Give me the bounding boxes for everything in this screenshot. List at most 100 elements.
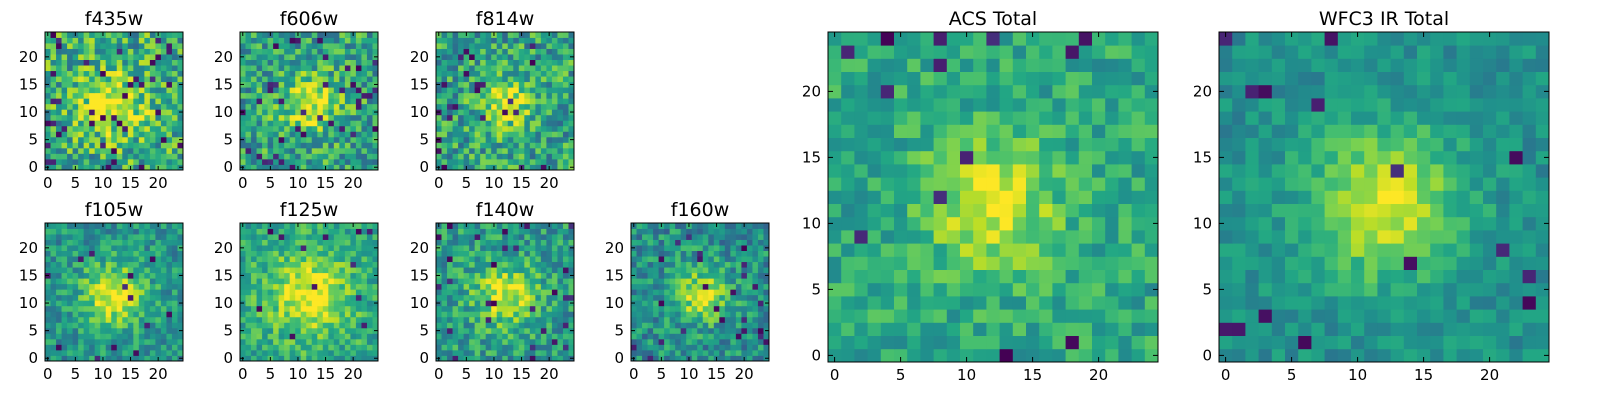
- heatmap-cell: [155, 272, 162, 279]
- heatmap-cell: [535, 272, 542, 279]
- heatmap-cell: [45, 92, 51, 99]
- heatmap-cell: [757, 316, 764, 323]
- heatmap-cell: [946, 348, 961, 363]
- heatmap-cell: [518, 311, 525, 318]
- heatmap-cell: [562, 37, 569, 44]
- heatmap-cell: [262, 256, 268, 263]
- heatmap-cell: [116, 37, 123, 44]
- heatmap-cell: [311, 272, 318, 279]
- heatmap-cell: [540, 322, 547, 329]
- heatmap-cell: [45, 142, 51, 149]
- heatmap-cell: [89, 223, 96, 229]
- heatmap-cell: [664, 300, 671, 307]
- heatmap-cell: [746, 327, 753, 334]
- heatmap-cell: [664, 250, 671, 257]
- heatmap-cell: [289, 48, 296, 55]
- heatmap-cell: [763, 349, 770, 356]
- heatmap-cell: [735, 256, 742, 263]
- heatmap-cell: [664, 261, 671, 268]
- heatmap-cell: [317, 322, 324, 329]
- heatmap-cell: [289, 32, 296, 38]
- heatmap-cell: [245, 65, 252, 72]
- heatmap-cell: [300, 120, 307, 127]
- heatmap-cell: [366, 87, 373, 94]
- heatmap-cell: [317, 142, 324, 149]
- heatmap-cell: [463, 114, 470, 121]
- heatmap-cell: [166, 223, 173, 229]
- heatmap-cell: [256, 344, 263, 351]
- heatmap-cell: [166, 153, 173, 160]
- heatmap-cell: [680, 250, 687, 257]
- heatmap-cell: [284, 261, 291, 268]
- heatmap-cell: [735, 283, 742, 290]
- heatmap-cell: [166, 59, 173, 66]
- heatmap-cell: [502, 261, 509, 268]
- heatmap-cell: [89, 43, 96, 49]
- heatmap-cell: [267, 54, 274, 60]
- heatmap-cell: [83, 289, 90, 296]
- heatmap-cell: [56, 289, 62, 296]
- heatmap-cell: [267, 92, 274, 99]
- heatmap-cell: [1065, 190, 1080, 204]
- heatmap-cell: [642, 294, 648, 301]
- heatmap-cell: [144, 76, 151, 83]
- heatmap-cell: [267, 289, 274, 296]
- heatmap-cell: [469, 322, 476, 329]
- heatmap-cell: [752, 327, 759, 334]
- heatmap-cell: [306, 316, 313, 323]
- heatmap-cell: [568, 283, 575, 290]
- heatmap-cell: [686, 261, 693, 268]
- heatmap-cell: [642, 333, 648, 340]
- heatmap-cell: [111, 223, 118, 229]
- heatmap-cell: [366, 136, 373, 143]
- heatmap-cell: [273, 32, 280, 38]
- heatmap-cell: [344, 267, 351, 274]
- heatmap-cell: [513, 305, 520, 312]
- heatmap-cell: [697, 316, 704, 323]
- heatmap-cell: [746, 250, 753, 257]
- heatmap-cell: [491, 261, 498, 268]
- heatmap-cell: [518, 131, 525, 138]
- heatmap-cell: [535, 344, 542, 351]
- heatmap-cell: [502, 147, 509, 154]
- heatmap-cell: [447, 147, 453, 154]
- heatmap-cell: [540, 294, 547, 301]
- heatmap-cell: [1052, 282, 1066, 297]
- heatmap-cell: [295, 239, 302, 246]
- heatmap-cell: [491, 48, 498, 55]
- heatmap-cell: [72, 114, 79, 121]
- heatmap-cell: [256, 153, 263, 160]
- heatmap-cell: [986, 269, 1000, 284]
- heatmap-cell: [702, 272, 709, 279]
- heatmap-cell: [469, 81, 476, 88]
- heatmap-cell: [441, 147, 448, 154]
- heatmap-cell: [746, 289, 753, 296]
- heatmap-cell: [880, 269, 895, 284]
- heatmap-cell: [311, 327, 318, 334]
- heatmap-cell: [45, 316, 51, 323]
- heatmap-cell: [540, 355, 547, 362]
- heatmap-cell: [311, 261, 318, 268]
- heatmap-cell: [155, 125, 162, 132]
- heatmap-cell: [262, 250, 268, 257]
- heatmap-cell: [669, 256, 676, 263]
- heatmap-cell: [491, 92, 498, 99]
- heatmap-cell: [160, 76, 167, 83]
- heatmap-cell: [355, 322, 362, 329]
- heatmap-cell: [344, 327, 351, 334]
- heatmap-cell: [333, 125, 340, 132]
- heatmap-cell: [300, 98, 307, 105]
- heatmap-cell: [339, 37, 346, 44]
- heatmap-cell: [920, 177, 934, 191]
- heatmap-cell: [78, 256, 85, 263]
- heatmap-cell: [675, 338, 682, 345]
- heatmap-cell: [262, 32, 268, 38]
- heatmap-cell: [89, 294, 96, 301]
- heatmap-cell: [658, 289, 665, 296]
- heatmap-cell: [557, 300, 564, 307]
- heatmap-cell: [452, 65, 459, 72]
- heatmap-cell: [133, 322, 140, 329]
- heatmap-cell: [245, 147, 252, 154]
- heatmap-cell: [89, 103, 96, 110]
- heatmap-cell: [366, 54, 373, 60]
